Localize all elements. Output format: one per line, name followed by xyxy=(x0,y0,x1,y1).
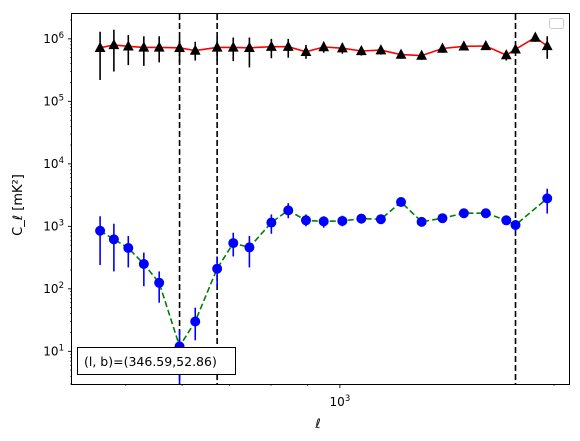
series-2-point-21 xyxy=(458,208,469,219)
y-axis-label: C_ℓ [mK²] xyxy=(11,174,26,236)
series-2-point-18 xyxy=(396,197,407,208)
x-tick-label-exponent: 3 xyxy=(345,394,350,404)
series-1-point-24 xyxy=(510,43,521,54)
series-1-point-12 xyxy=(282,40,294,51)
series-1-point-5 xyxy=(153,41,165,52)
series-1-point-4 xyxy=(138,41,150,52)
series-2-point-16 xyxy=(356,213,367,224)
series-2-point-14 xyxy=(318,216,329,227)
series-2-point-8 xyxy=(212,263,223,274)
plot-area xyxy=(94,14,553,384)
series-2-point-12 xyxy=(283,205,294,216)
annotation-text: (l, b)=(346.59,52.86) xyxy=(84,354,217,369)
series-1-point-26 xyxy=(541,39,553,51)
axes-frame xyxy=(71,13,570,385)
series-1-point-3 xyxy=(122,40,134,51)
series-2-point-7 xyxy=(190,316,201,327)
series-2-point-17 xyxy=(375,214,386,225)
y-tick-label-exponent: 4 xyxy=(59,156,64,166)
series-1-point-8 xyxy=(211,41,223,52)
y-tick-label-exponent: 5 xyxy=(59,93,64,103)
series-2-point-15 xyxy=(337,215,348,226)
series-1-point-7 xyxy=(189,44,201,55)
series-1-point-19 xyxy=(416,49,428,60)
series-2-point-25 xyxy=(542,193,553,204)
series-1-point-6 xyxy=(174,41,185,52)
series-1-point-18 xyxy=(395,48,407,59)
series-2 xyxy=(95,188,553,384)
series-1-point-10 xyxy=(243,41,255,52)
series-1-point-11 xyxy=(265,40,277,51)
series-1-point-15 xyxy=(336,42,348,53)
series-1-point-22 xyxy=(480,39,492,51)
series-1-point-20 xyxy=(437,42,448,53)
y-tick-label-exponent: 2 xyxy=(59,281,64,291)
series-2-point-4 xyxy=(138,258,149,269)
series-2-point-24 xyxy=(510,220,521,231)
series-1-point-14 xyxy=(318,41,330,52)
series-2-point-3 xyxy=(123,243,134,254)
series-1-point-16 xyxy=(355,44,367,56)
legend-box xyxy=(549,18,564,29)
series-1-point-9 xyxy=(227,41,239,52)
coordinates-annotation: (l, b)=(346.59,52.86) xyxy=(77,347,236,375)
annotation-box xyxy=(77,347,236,375)
series-2-point-10 xyxy=(244,242,255,253)
series-2-point-11 xyxy=(266,217,277,228)
series-1 xyxy=(94,29,553,80)
series-1-point-1 xyxy=(94,41,106,52)
series-2-point-20 xyxy=(437,213,448,224)
series-2-point-22 xyxy=(480,208,491,219)
series-1-point-23 xyxy=(500,49,512,60)
series-2-point-23 xyxy=(501,215,512,226)
plot-marks xyxy=(94,14,553,384)
series-2-point-2 xyxy=(108,234,119,245)
series-1-point-13 xyxy=(300,45,312,57)
series-2-point-13 xyxy=(300,215,311,226)
series-1-line xyxy=(99,36,548,57)
y-tick-label-exponent: 6 xyxy=(59,31,64,41)
series-1-point-25 xyxy=(529,31,541,42)
x-axis-label: ℓ xyxy=(314,417,320,432)
y-tick-label-exponent: 1 xyxy=(59,343,64,353)
series-1-point-17 xyxy=(375,44,387,55)
series-1-point-21 xyxy=(458,40,470,51)
series-2-point-5 xyxy=(154,277,165,288)
series-2-point-9 xyxy=(228,238,239,249)
y-tick-label-exponent: 3 xyxy=(59,218,64,228)
series-2-point-19 xyxy=(416,216,427,227)
series-2-point-1 xyxy=(95,225,106,236)
series-1-point-2 xyxy=(108,38,120,50)
